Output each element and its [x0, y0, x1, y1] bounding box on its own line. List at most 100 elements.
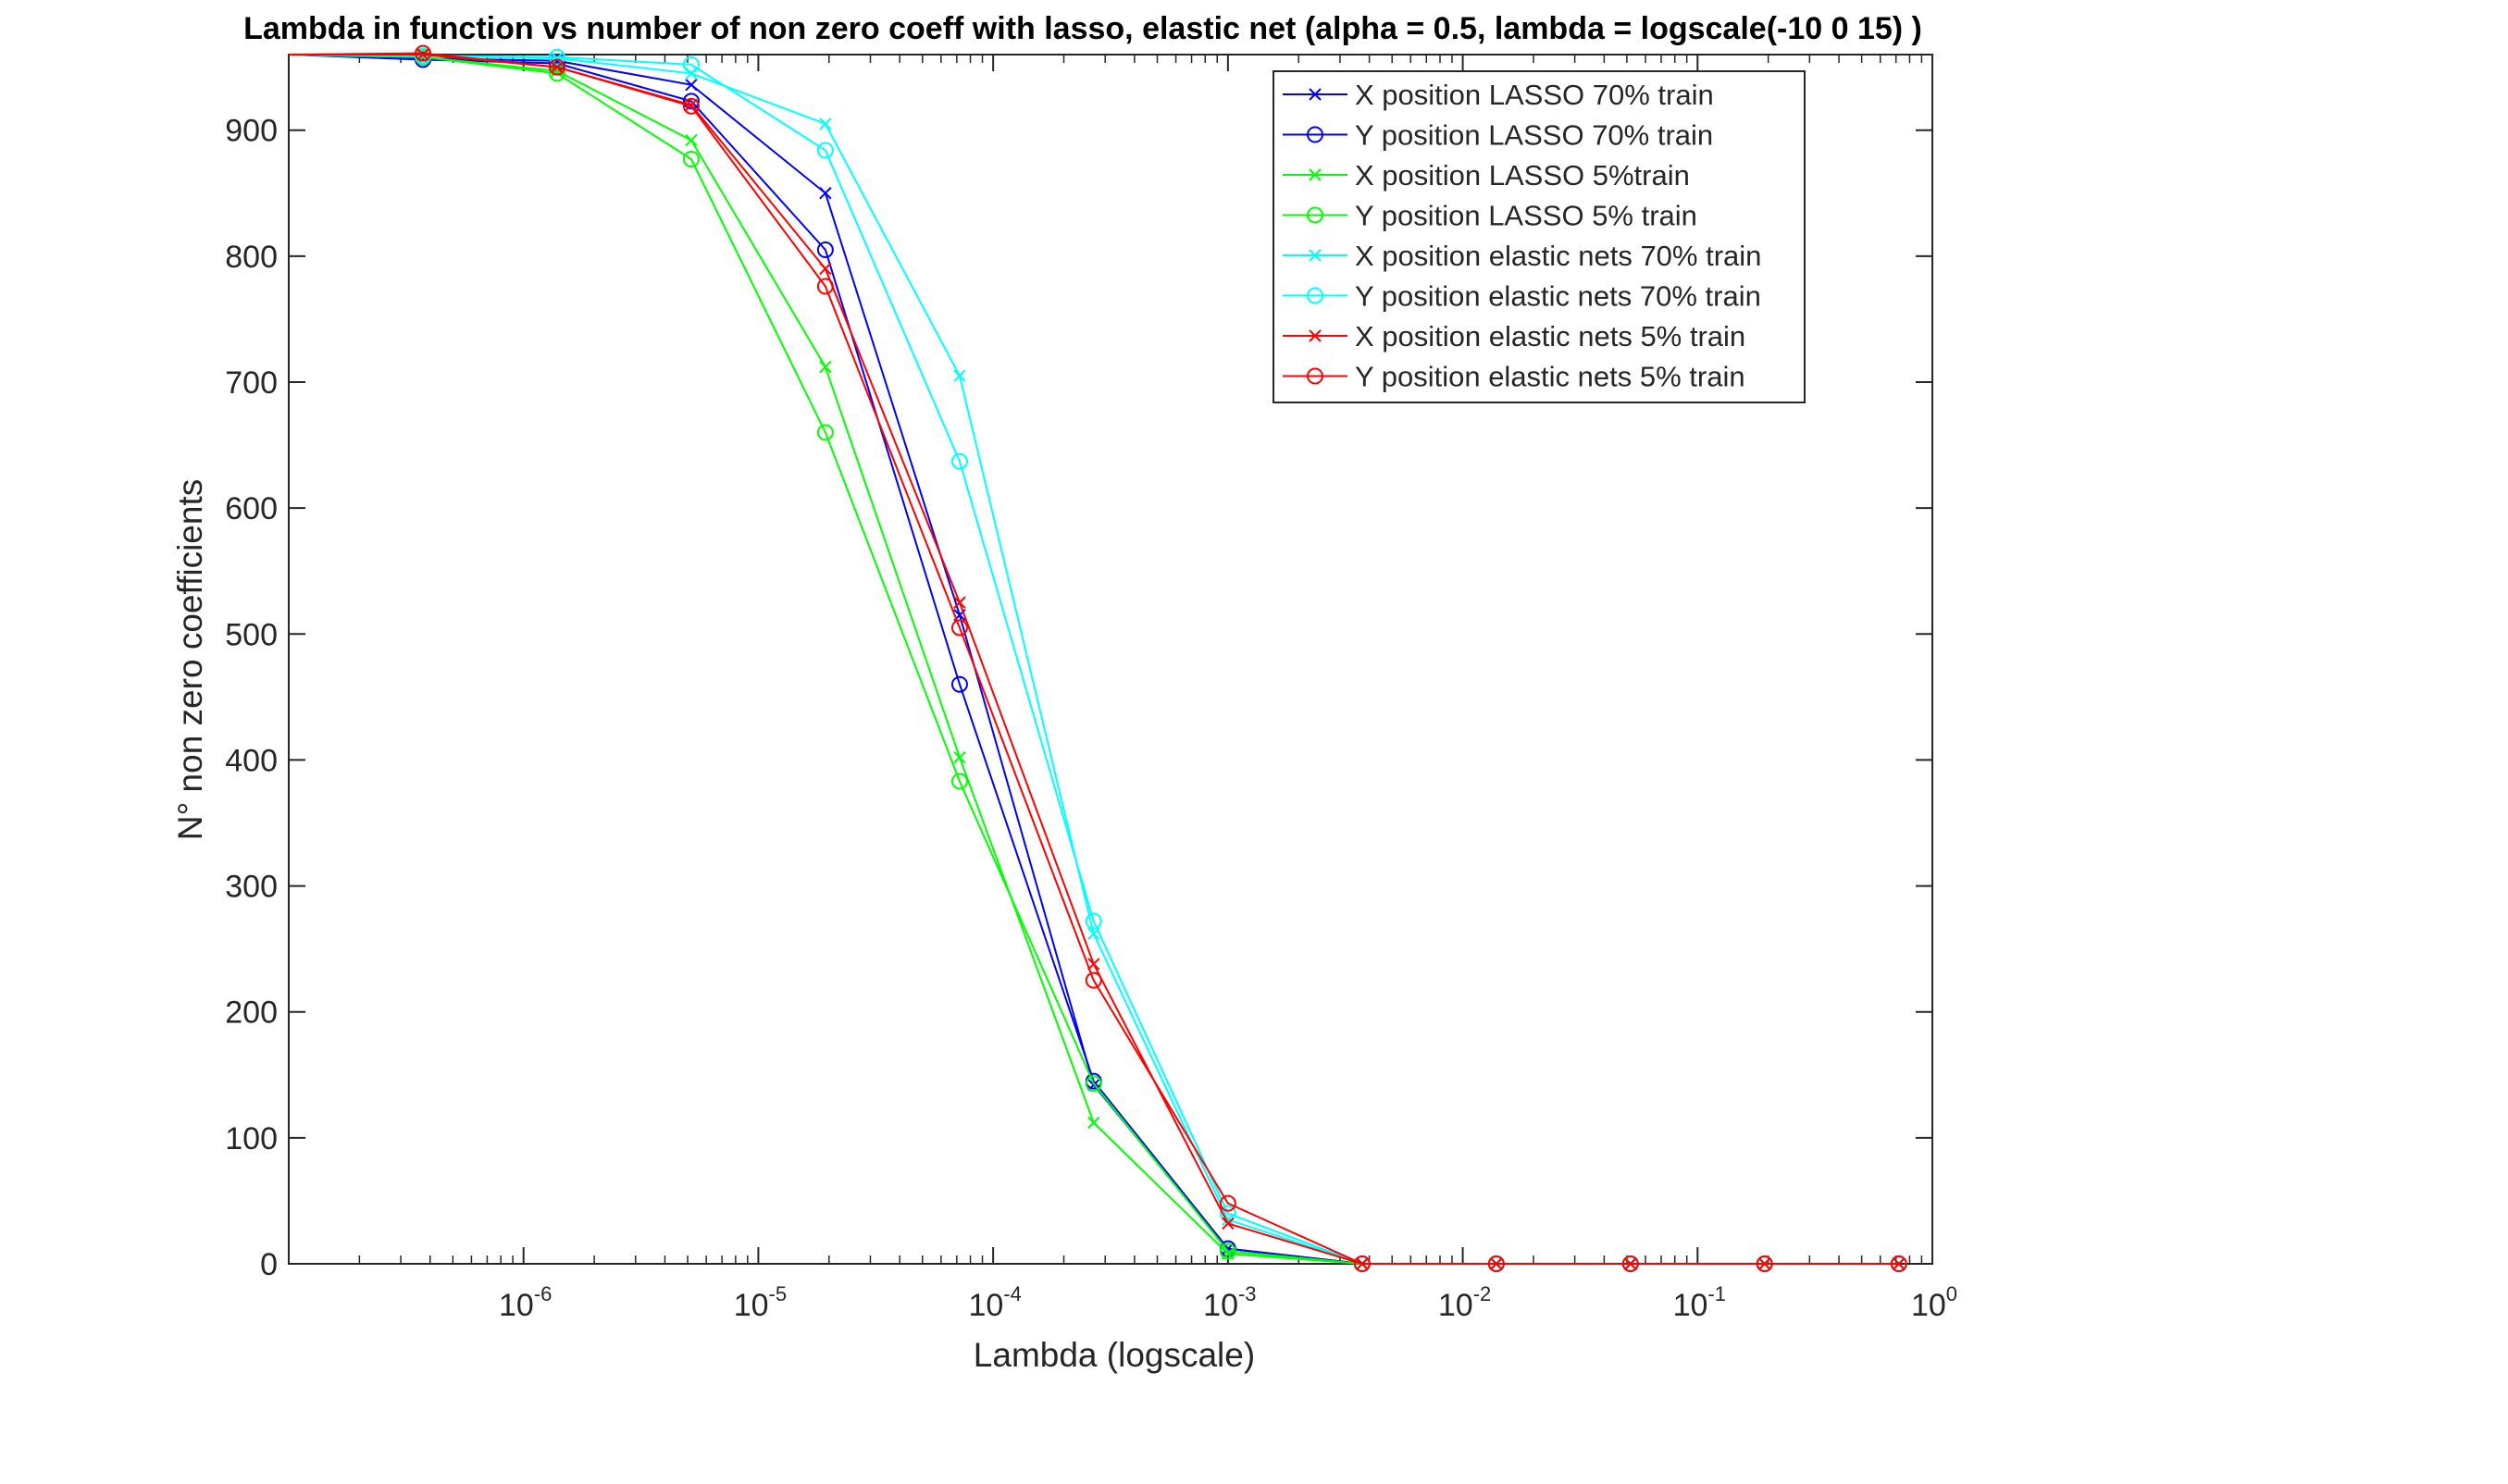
- legend-item: Y position elastic nets 70% train: [1283, 280, 1761, 313]
- data-point: [1621, 1255, 1639, 1272]
- data-point: [950, 773, 968, 790]
- data-point: [682, 97, 700, 115]
- circle-marker: [548, 58, 565, 76]
- legend-label: X position LASSO 5%train: [1355, 159, 1690, 192]
- series-line: [288, 52, 1899, 1265]
- y-tick-label: 600: [225, 491, 278, 526]
- circle-marker: [816, 142, 834, 159]
- x-tick-label: 10-2: [1438, 1282, 1491, 1323]
- x-marker: [1222, 1213, 1235, 1227]
- legend-item: X position elastic nets 70% train: [1283, 240, 1761, 272]
- chart-title: Lambda in function vs number of non zero…: [243, 11, 1922, 46]
- data-point: [1353, 1255, 1371, 1272]
- data-point: [1087, 958, 1100, 971]
- data-point: [1085, 912, 1102, 930]
- circle-marker: [682, 151, 700, 168]
- circle-marker: [1085, 1075, 1102, 1093]
- data-point: [685, 133, 698, 147]
- x-marker: [1087, 1116, 1100, 1130]
- x-axis-label: Lambda (logscale): [974, 1336, 1255, 1374]
- data-point: [1087, 1116, 1100, 1130]
- x-marker: [953, 596, 966, 609]
- data-point: [682, 56, 700, 73]
- legend-item: X position elastic nets 5% train: [1283, 320, 1745, 352]
- y-tick-label: 700: [225, 365, 278, 401]
- circle-marker: [1890, 1255, 1907, 1272]
- legend-item: X position LASSO 70% train: [1283, 79, 1714, 111]
- data-point: [415, 44, 432, 62]
- x-marker: [819, 187, 832, 200]
- x-tick-label: 10-5: [734, 1282, 787, 1323]
- circle-marker: [1307, 126, 1323, 143]
- data-point: [416, 48, 429, 61]
- circle-marker: [1307, 367, 1323, 385]
- circle-marker: [1307, 287, 1323, 304]
- circle-marker: [682, 93, 700, 110]
- y-tick-label: 0: [260, 1247, 278, 1282]
- circle-marker: [1219, 1205, 1236, 1222]
- data-point: [1487, 1255, 1505, 1272]
- data-point: [816, 241, 834, 259]
- circle-marker: [1756, 1255, 1773, 1272]
- legend-item: Y position elastic nets 5% train: [1283, 361, 1745, 393]
- legend-label: X position elastic nets 70% train: [1355, 240, 1761, 272]
- x-tick-label: 10-3: [1203, 1282, 1256, 1323]
- x-tick-label: 10-4: [968, 1282, 1021, 1323]
- circle-marker: [682, 97, 700, 115]
- circle-marker: [950, 619, 968, 637]
- x-marker: [685, 67, 698, 80]
- y-tick-label: 300: [225, 870, 278, 905]
- data-point: [1219, 1243, 1236, 1260]
- data-point: [953, 750, 966, 764]
- circle-marker: [1487, 1255, 1505, 1272]
- data-point: [816, 424, 834, 441]
- data-point: [1219, 1205, 1236, 1222]
- plot-area: 0 100 200 300 400 500 600 700 800 900 10-6 10-5 10-4…: [225, 44, 1957, 1323]
- x-tick-label: 10-1: [1673, 1282, 1726, 1323]
- x-marker: [1309, 168, 1322, 181]
- legend-label: Y position LASSO 5% train: [1355, 200, 1697, 232]
- legend-label: Y position elastic nets 5% train: [1355, 361, 1745, 393]
- data-point: [1222, 1217, 1235, 1230]
- circle-marker: [548, 48, 565, 66]
- data-point: [819, 187, 832, 200]
- circle-marker: [1307, 206, 1323, 224]
- x-marker: [551, 52, 564, 65]
- circle-marker: [1219, 1194, 1236, 1212]
- circle-marker: [816, 278, 834, 295]
- data-point: [816, 278, 834, 295]
- x-marker: [685, 78, 698, 92]
- legend: X position LASSO 70% train Y position LAS…: [1273, 70, 1806, 403]
- axes-box: [288, 54, 1933, 1265]
- legend-label: X position LASSO 70% train: [1355, 79, 1714, 111]
- data-point: [685, 78, 698, 92]
- y-tick-label: 800: [225, 240, 278, 275]
- series: [288, 44, 1907, 1272]
- x-marker: [685, 133, 698, 147]
- data-point: [682, 151, 700, 168]
- legend-box: [1273, 70, 1806, 403]
- x-marker: [416, 48, 429, 61]
- data-point: [548, 48, 565, 66]
- legend-item: Y position LASSO 70% train: [1283, 119, 1713, 152]
- circle-marker: [950, 452, 968, 470]
- data-point: [685, 67, 698, 80]
- x-marker: [953, 750, 966, 764]
- x-marker: [953, 369, 966, 382]
- circle-marker: [950, 773, 968, 790]
- y-axis-label: N° non zero coefficients: [171, 479, 209, 841]
- x-marker: [1309, 88, 1322, 101]
- x-marker: [1087, 958, 1100, 971]
- circle-marker: [816, 424, 834, 441]
- circle-marker: [415, 44, 432, 62]
- data-point: [819, 360, 832, 374]
- circle-marker: [1085, 912, 1102, 930]
- data-point: [819, 117, 832, 130]
- data-point: [816, 142, 834, 159]
- circle-marker: [1219, 1243, 1236, 1260]
- y-tick-label: 500: [225, 617, 278, 652]
- x-tick-label: 100: [1911, 1282, 1957, 1323]
- circle-marker: [1621, 1255, 1639, 1272]
- circle-marker: [816, 241, 834, 259]
- x-marker: [819, 360, 832, 374]
